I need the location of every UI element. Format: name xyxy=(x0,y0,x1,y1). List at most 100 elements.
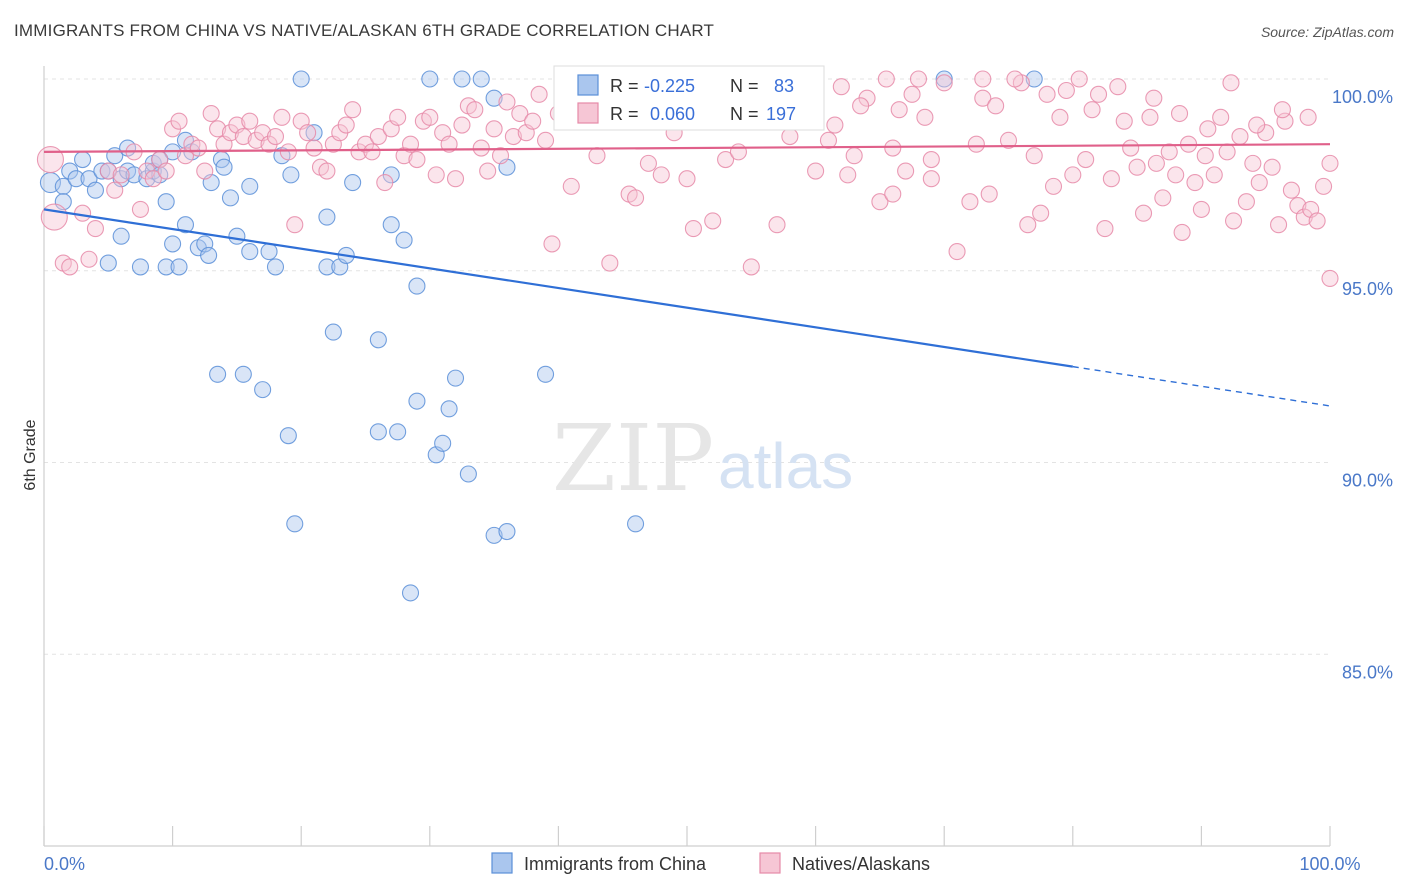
point-natives xyxy=(318,162,336,180)
point-natives xyxy=(826,116,844,134)
point-natives xyxy=(1064,166,1082,184)
point-natives xyxy=(491,147,510,165)
point-natives xyxy=(922,150,940,169)
point-natives xyxy=(209,120,227,138)
point-natives xyxy=(1025,147,1043,165)
point-china xyxy=(408,392,426,410)
point-natives xyxy=(112,166,130,184)
point-natives xyxy=(401,135,420,153)
point-china xyxy=(434,434,452,452)
point-natives xyxy=(196,162,214,180)
stats-n-value-natives: 197 xyxy=(766,104,796,124)
point-natives xyxy=(819,131,838,149)
point-natives xyxy=(562,177,580,195)
y-tick-label: 95.0% xyxy=(1342,279,1393,299)
point-natives xyxy=(106,181,124,199)
point-natives xyxy=(376,173,394,192)
stats-swatch-natives xyxy=(577,102,599,124)
point-natives xyxy=(1170,104,1189,123)
stats-r-value-china: -0.225 xyxy=(644,76,695,96)
point-natives xyxy=(479,162,497,180)
point-natives xyxy=(1321,269,1339,287)
point-natives xyxy=(524,112,542,130)
point-natives xyxy=(1147,154,1165,172)
point-natives xyxy=(1019,216,1037,234)
point-natives xyxy=(987,97,1005,115)
point-china xyxy=(131,258,149,276)
stats-n-label-natives: N = xyxy=(730,104,759,124)
source-credit: Source: ZipAtlas.com xyxy=(1260,24,1394,40)
point-china xyxy=(282,166,300,184)
point-natives xyxy=(1167,166,1185,184)
y-tick-label: 85.0% xyxy=(1342,662,1393,682)
point-natives xyxy=(1102,170,1120,188)
point-natives xyxy=(916,108,934,126)
stats-swatch-china xyxy=(577,74,599,96)
point-natives xyxy=(1315,177,1333,195)
point-natives xyxy=(234,127,252,146)
point-natives xyxy=(909,70,928,88)
point-china xyxy=(421,70,439,88)
point-natives xyxy=(485,120,503,138)
y-axis-tick-labels: 100.0% 95.0% 90.0% 85.0% xyxy=(1332,87,1393,682)
point-natives xyxy=(40,203,68,231)
point-china xyxy=(266,258,285,276)
point-china xyxy=(221,189,240,207)
point-natives xyxy=(903,85,921,103)
point-natives xyxy=(1248,116,1266,134)
stats-r-value-natives: 0.060 xyxy=(650,104,695,124)
point-natives xyxy=(768,216,786,234)
point-china xyxy=(86,181,104,199)
point-natives xyxy=(1141,108,1159,126)
stats-r-label-china: R = xyxy=(610,76,639,96)
point-natives xyxy=(1250,173,1268,192)
stats-r-label-natives: R = xyxy=(610,104,639,124)
point-china xyxy=(344,173,362,192)
point-china xyxy=(279,427,297,445)
point-china xyxy=(176,216,195,234)
point-china xyxy=(125,166,143,184)
point-china xyxy=(485,89,503,107)
point-china xyxy=(401,584,420,602)
point-natives xyxy=(890,101,908,119)
point-natives xyxy=(1192,200,1210,218)
point-natives xyxy=(202,104,220,123)
point-natives xyxy=(61,258,79,276)
point-china xyxy=(1025,70,1043,88)
point-china xyxy=(157,258,175,276)
point-natives xyxy=(241,112,259,130)
point-china xyxy=(254,381,272,399)
point-natives xyxy=(86,220,104,238)
trend-line-china-extension xyxy=(1072,365,1331,407)
point-natives xyxy=(974,70,992,88)
point-natives xyxy=(1038,85,1056,103)
point-china xyxy=(459,465,477,483)
point-natives xyxy=(1070,70,1088,88)
point-natives xyxy=(1096,220,1114,238)
point-natives xyxy=(884,185,902,203)
point-natives xyxy=(1196,147,1214,165)
point-china xyxy=(170,258,188,276)
point-china xyxy=(157,193,175,211)
point-natives xyxy=(684,220,702,238)
point-natives xyxy=(279,143,297,161)
point-natives xyxy=(1128,158,1146,176)
point-natives xyxy=(421,108,439,126)
point-china xyxy=(200,246,218,264)
point-china xyxy=(67,170,85,188)
point-natives xyxy=(1321,154,1339,172)
point-natives xyxy=(871,193,889,211)
point-natives xyxy=(717,150,735,169)
trend-lines xyxy=(43,143,1331,407)
point-natives xyxy=(536,131,555,149)
point-natives xyxy=(704,212,722,230)
point-natives xyxy=(1145,89,1163,107)
point-natives xyxy=(980,185,998,203)
point-china xyxy=(536,365,555,383)
point-china xyxy=(305,124,323,142)
point-natives xyxy=(1222,74,1240,92)
point-natives xyxy=(1205,166,1223,184)
point-natives xyxy=(832,78,850,96)
point-natives xyxy=(189,139,207,157)
chart-title: IMMIGRANTS FROM CHINA VS NATIVE/ALASKAN … xyxy=(14,21,715,40)
